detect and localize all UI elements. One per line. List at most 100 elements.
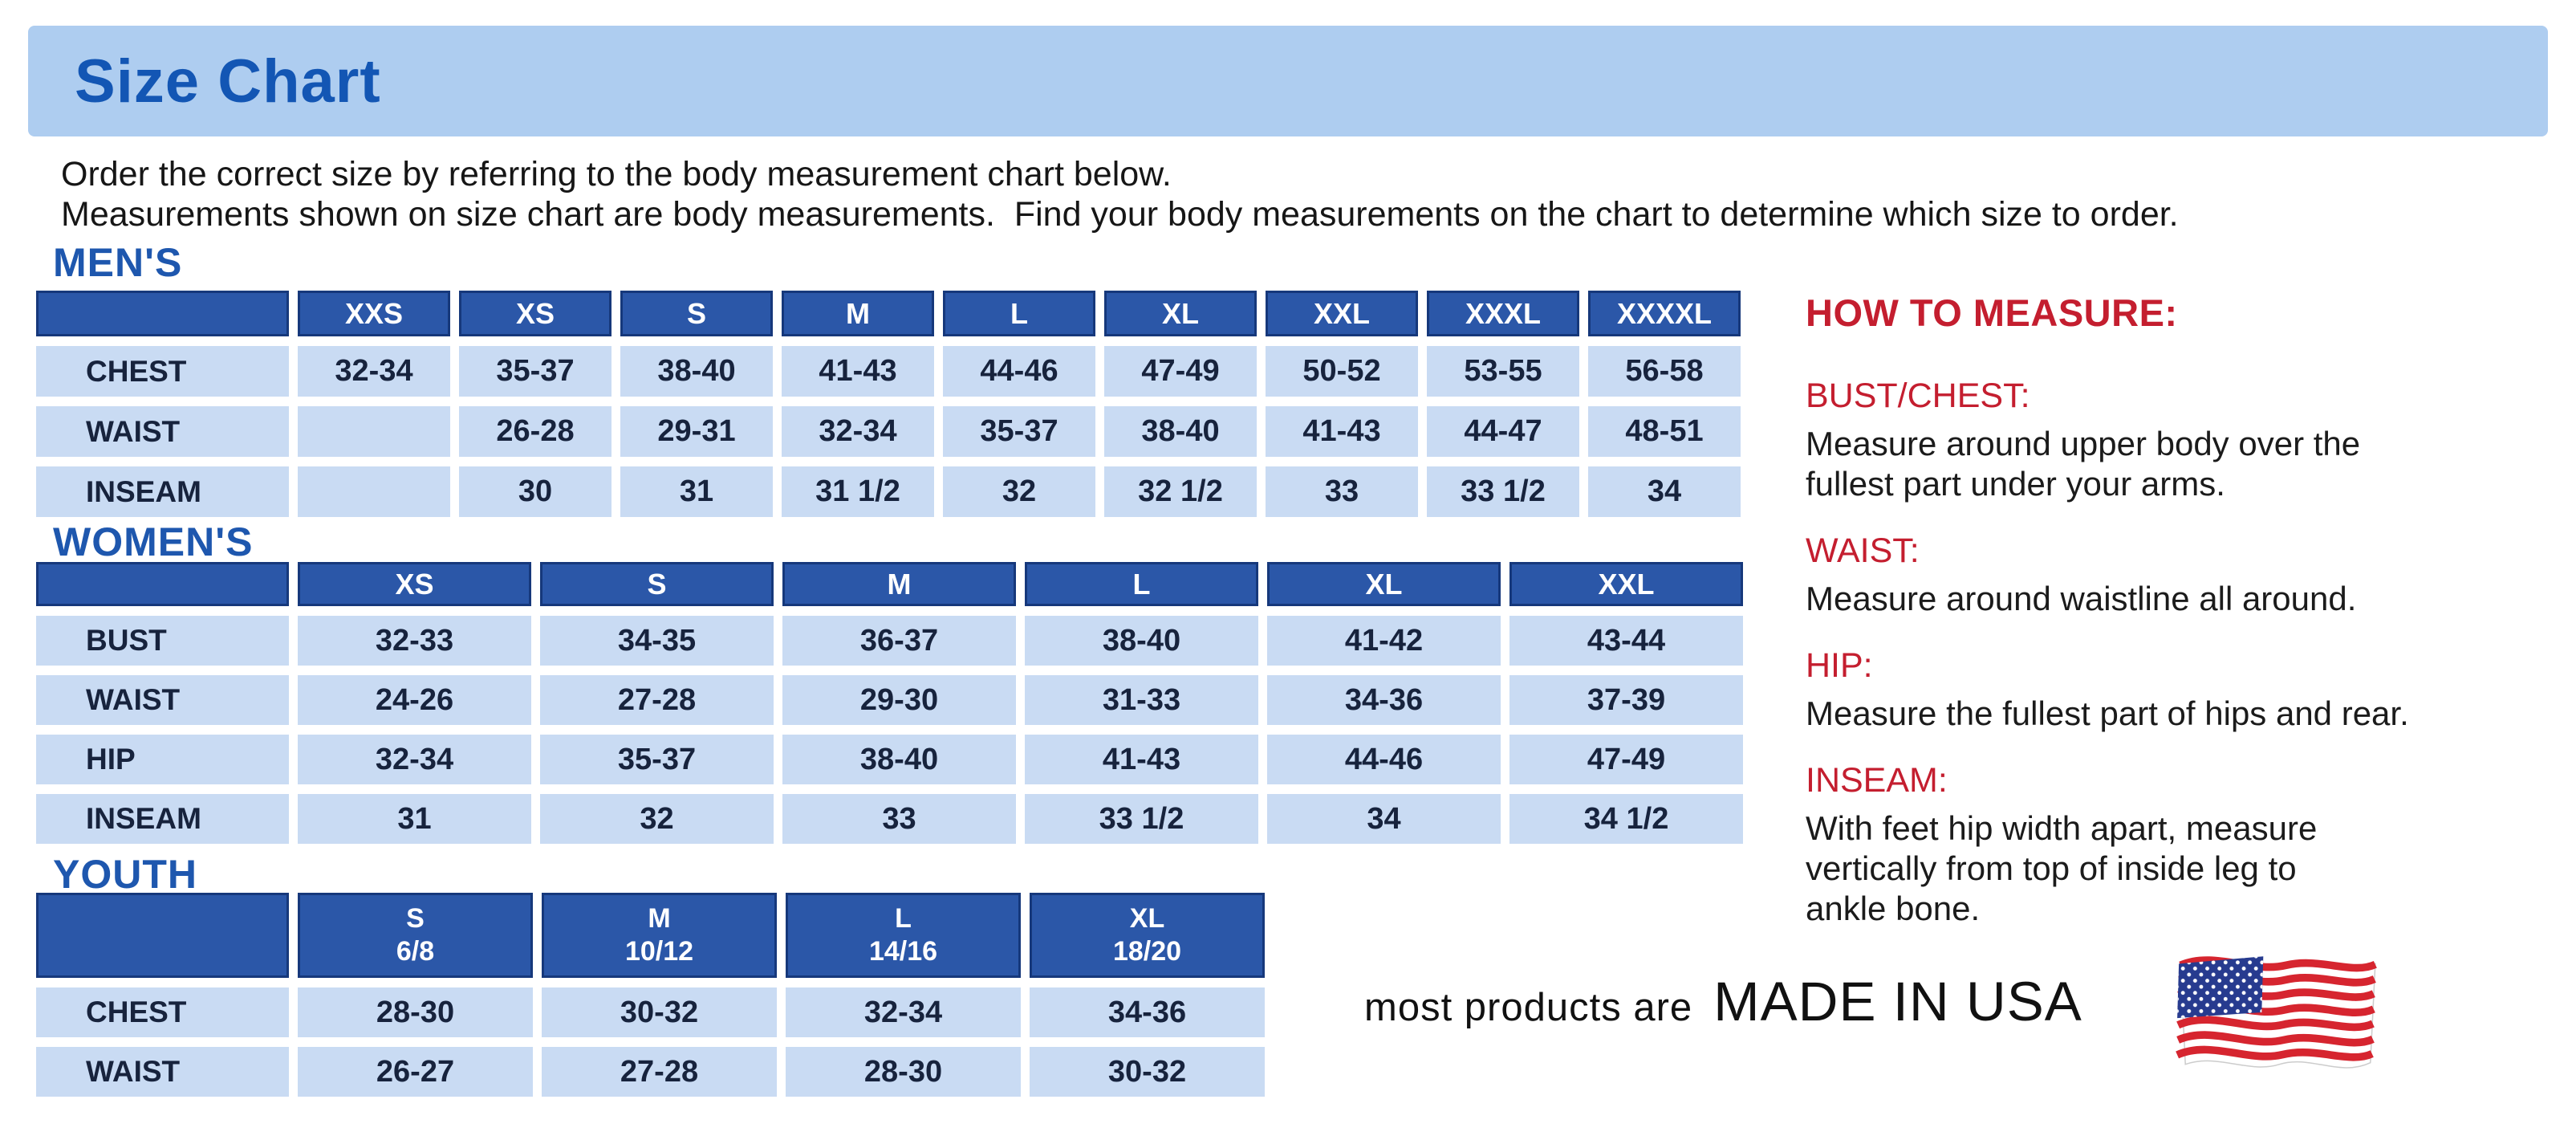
column-header: S (540, 562, 774, 606)
mens-section-heading: MEN'S (53, 240, 183, 285)
row-label: BUST (36, 616, 289, 666)
size-value-cell: 37-39 (1509, 675, 1743, 725)
youth-section-heading: YOUTH (53, 852, 197, 897)
column-header: XL (1104, 291, 1257, 336)
instructions: Order the correct size by referring to t… (61, 154, 2179, 234)
column-header: M (782, 562, 1016, 606)
how-to-measure-heading: HOW TO MEASURE: (1806, 291, 2178, 334)
column-header-range: 14/16 (868, 936, 938, 967)
size-value-cell: 44-46 (943, 346, 1095, 397)
mens-size-table: XXS XS S M L XL XXL XXXL XXXXL CHEST 32-34 35-37 38-… (36, 291, 1741, 517)
size-value-cell: 41-43 (1266, 406, 1418, 457)
made-in-usa-row: most products are MADE IN USA (1364, 970, 2082, 1033)
measure-item-text: Measure around waistline all around. (1806, 580, 2357, 617)
table-header-blank-cell (36, 562, 289, 606)
size-value-cell: 30 (459, 466, 611, 517)
row-label: INSEAM (36, 466, 289, 517)
made-in-usa-text: MADE IN USA (1713, 971, 2082, 1032)
size-value-cell: 32-34 (782, 406, 934, 457)
size-value-cell: 44-47 (1427, 406, 1579, 457)
size-value-cell: 41-42 (1267, 616, 1501, 666)
row-label: CHEST (36, 346, 289, 397)
youth-size-table: S 6/8 M 10/12 L 14/16 XL 18/20 CHEST 28-30 30-32 32… (36, 893, 1265, 1097)
row-label: CHEST (36, 987, 289, 1037)
column-header-size: L (895, 903, 912, 935)
measure-item-label: WAIST: (1806, 531, 1920, 570)
column-header: L 14/16 (786, 893, 1021, 978)
size-value-cell: 35-37 (459, 346, 611, 397)
row-label: WAIST (36, 1047, 289, 1097)
size-value-cell: 27-28 (540, 675, 774, 725)
size-value-cell: 32 1/2 (1104, 466, 1257, 517)
column-header: XXL (1266, 291, 1418, 336)
size-value-cell: 38-40 (782, 735, 1016, 784)
column-header-size: M (648, 903, 671, 935)
size-value-cell: 31 (620, 466, 773, 517)
size-value-cell: 32 (943, 466, 1095, 517)
size-value-cell: 47-49 (1104, 346, 1257, 397)
column-header: XXL (1509, 562, 1743, 606)
size-value-cell: 50-52 (1266, 346, 1418, 397)
row-label: WAIST (36, 675, 289, 725)
size-value-cell: 27-28 (542, 1047, 777, 1097)
size-value-cell: 35-37 (943, 406, 1095, 457)
size-value-cell (298, 466, 450, 517)
size-value-cell: 32-33 (298, 616, 531, 666)
how-to-measure-section: HOW TO MEASURE: BUST/CHEST: Measure aroun… (1806, 291, 2576, 956)
size-value-cell: 33 (1266, 466, 1418, 517)
column-header: XXS (298, 291, 450, 336)
page-title: Size Chart (75, 47, 381, 116)
size-value-cell: 38-40 (1025, 616, 1258, 666)
size-value-cell: 30-32 (542, 987, 777, 1037)
made-in-usa-prefix: most products are (1364, 986, 1693, 1029)
column-header-range: 18/20 (1112, 936, 1182, 967)
size-value-cell: 32-34 (298, 346, 450, 397)
column-header-range: 6/8 (396, 936, 435, 967)
size-value-cell (298, 406, 450, 457)
column-header: L (1025, 562, 1258, 606)
column-header: M (782, 291, 934, 336)
size-value-cell: 29-31 (620, 406, 773, 457)
size-value-cell: 34-35 (540, 616, 774, 666)
womens-section-heading: WOMEN'S (53, 519, 254, 564)
column-header: M 10/12 (542, 893, 777, 978)
column-header-size: XL (1129, 903, 1165, 935)
measure-item-label: HIP: (1806, 646, 1873, 685)
column-header: S (620, 291, 773, 336)
column-header: L (943, 291, 1095, 336)
size-value-cell: 31 1/2 (782, 466, 934, 517)
size-value-cell: 34 1/2 (1509, 794, 1743, 844)
size-value-cell: 36-37 (782, 616, 1016, 666)
instructions-line-1: Order the correct size by referring to t… (61, 155, 1172, 193)
size-value-cell: 28-30 (298, 987, 533, 1037)
size-value-cell: 32-34 (298, 735, 531, 784)
size-value-cell: 24-26 (298, 675, 531, 725)
size-value-cell: 35-37 (540, 735, 774, 784)
title-banner: Size Chart (28, 26, 2548, 136)
row-label: INSEAM (36, 794, 289, 844)
size-value-cell: 33 1/2 (1427, 466, 1579, 517)
size-value-cell: 31 (298, 794, 531, 844)
column-header: XL 18/20 (1030, 893, 1265, 978)
column-header: XXXL (1427, 291, 1579, 336)
size-value-cell: 34 (1267, 794, 1501, 844)
size-value-cell: 34 (1588, 466, 1741, 517)
size-value-cell: 30-32 (1030, 1047, 1265, 1097)
measure-item-text: With feet hip width apart, measure verti… (1806, 809, 2318, 927)
size-value-cell: 43-44 (1509, 616, 1743, 666)
column-header-range: 10/12 (624, 936, 694, 967)
size-value-cell: 28-30 (786, 1047, 1021, 1097)
row-label: HIP (36, 735, 289, 784)
size-value-cell: 38-40 (1104, 406, 1257, 457)
column-header: XS (298, 562, 531, 606)
size-value-cell: 34-36 (1030, 987, 1265, 1037)
column-header: XL (1267, 562, 1501, 606)
size-value-cell: 47-49 (1509, 735, 1743, 784)
size-value-cell: 31-33 (1025, 675, 1258, 725)
column-header: S 6/8 (298, 893, 533, 978)
size-value-cell: 26-27 (298, 1047, 533, 1097)
size-value-cell: 32 (540, 794, 774, 844)
measure-item-text: Measure around upper body over the fulle… (1806, 425, 2361, 503)
table-header-blank-cell (36, 893, 289, 978)
size-value-cell: 29-30 (782, 675, 1016, 725)
